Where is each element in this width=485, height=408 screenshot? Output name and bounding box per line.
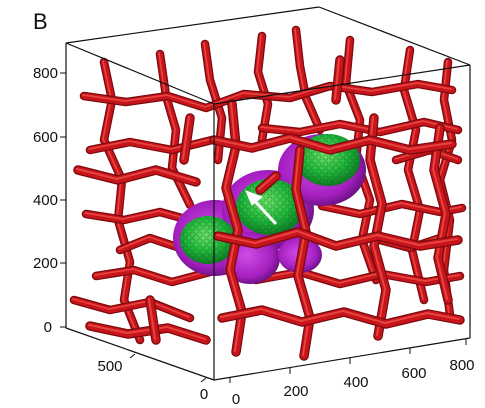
vessel-segment-highlight [148, 298, 156, 340]
vessel-segment-highlight [216, 230, 458, 246]
vessel-segment-highlight [72, 298, 190, 318]
vertical-axis: 0 200 400 600 800 [33, 65, 66, 336]
vessel-segment-highlight [82, 82, 452, 108]
vessel-segment [332, 56, 344, 104]
vessel-segment [366, 114, 390, 340]
vessel-segment-highlight [102, 60, 140, 340]
horizontal-tick-label: 200 [283, 383, 308, 400]
vessel-segment-highlight [84, 210, 196, 222]
vessel-segment-highlight [118, 236, 180, 250]
vascular-network-front [73, 55, 465, 361]
vessel-segment-highlight [76, 168, 196, 182]
vessel-segment [256, 172, 280, 194]
vessel-segment-highlight [334, 58, 340, 100]
horizontal-axis: 0 200 400 600 800 [229, 339, 475, 408]
panel-label: B [33, 9, 48, 34]
vessel-segment [101, 59, 143, 343]
vessel-segment [180, 114, 194, 164]
bounding-box-front [65, 42, 471, 381]
vessel-segment-highlight [368, 116, 386, 336]
vertical-tick-label: 600 [33, 129, 58, 146]
vessel-segment [210, 134, 456, 154]
vessel-segment-highlight [220, 308, 460, 324]
vertical-tick-label: 0 [44, 319, 52, 336]
vessel-segment [253, 269, 463, 287]
vessel-segment-highlight [182, 116, 190, 160]
vessel-segment-highlight [94, 268, 210, 282]
bounding-box-back [65, 6, 471, 338]
vessel-segment [293, 27, 323, 133]
horizontal-tick-label: 600 [401, 365, 426, 382]
vertical-tick-label: 400 [33, 192, 58, 209]
vessel-segment-highlight [256, 34, 268, 140]
vessel-segment [214, 228, 462, 250]
vascular-network [69, 25, 467, 345]
horizontal-tick-label: 800 [449, 357, 474, 374]
vessel-segment-highlight [294, 28, 320, 130]
vessel-segment-highlight [432, 126, 448, 300]
vertical-tick-label: 800 [33, 65, 58, 82]
vessel-segment-highlight [260, 120, 458, 132]
horizontal-tick-label: 0 [232, 391, 240, 408]
vertical-tick-label: 200 [33, 255, 58, 272]
depth-tick-label: 500 [97, 358, 122, 375]
depth-axis: 500 0 [97, 353, 208, 403]
vessel-segment-highlight [88, 324, 206, 340]
vessel-segment-highlight [258, 174, 276, 190]
horizontal-tick-label: 400 [343, 374, 368, 391]
vessel-segment-highlight [254, 270, 460, 284]
arrow-marker [245, 190, 278, 226]
depth-tick-label: 0 [200, 386, 208, 403]
vessel-segment-highlight [212, 136, 452, 150]
